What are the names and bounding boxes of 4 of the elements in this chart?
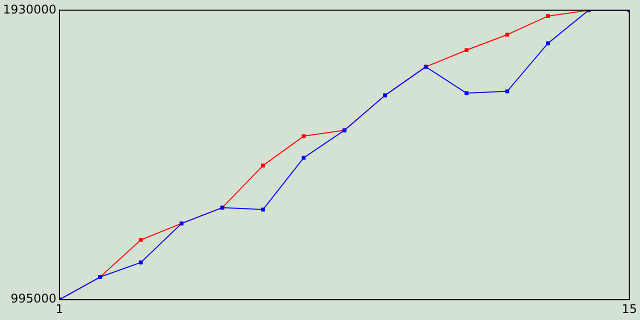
x-tick-label: 15	[622, 302, 638, 316]
x-tick-label: 1	[56, 302, 64, 316]
y-tick-label: 1930000	[2, 2, 56, 16]
y-tick-label: 995000	[10, 292, 56, 306]
